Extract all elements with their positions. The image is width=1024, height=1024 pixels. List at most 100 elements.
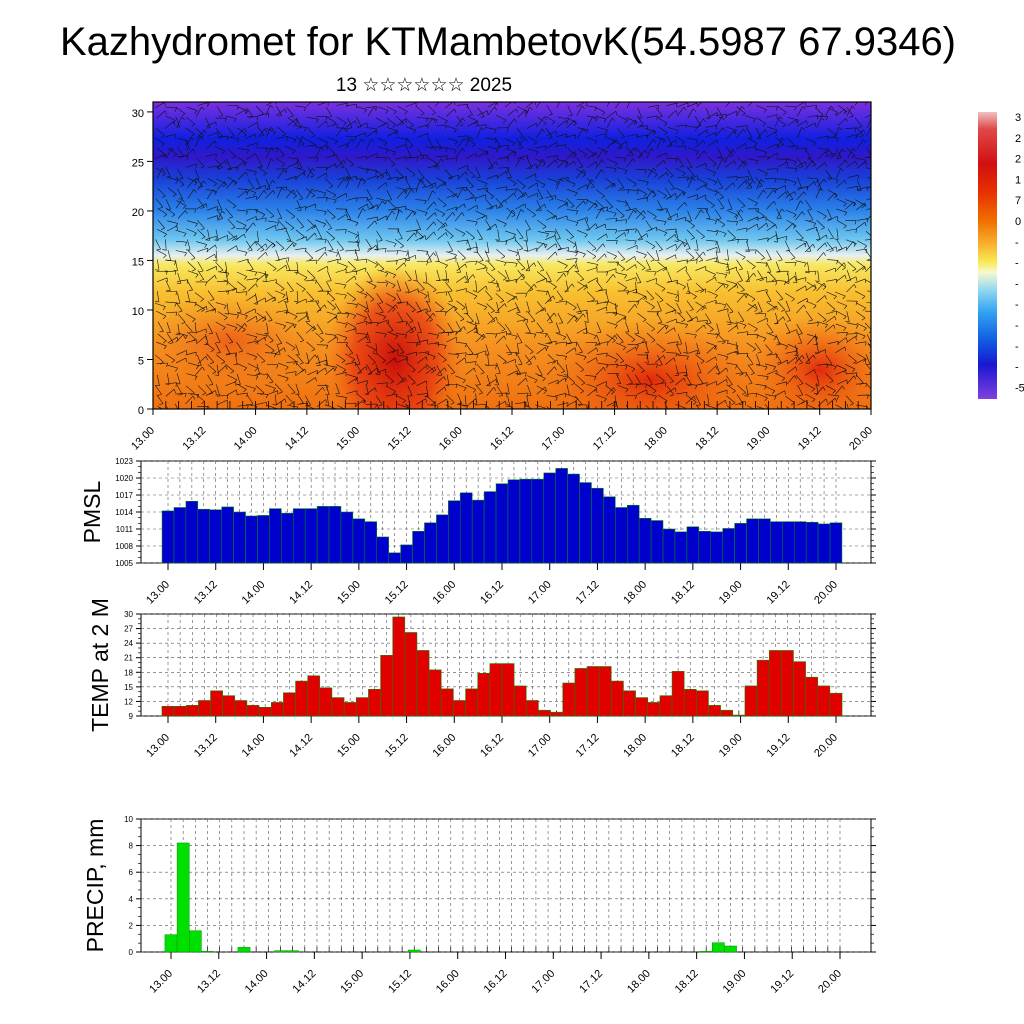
wind-barb-feather (523, 240, 528, 242)
wind-barb-staff (335, 293, 347, 296)
wind-barb-staff (306, 291, 315, 300)
precip-bar (591, 487, 604, 564)
wind-barb-feather (629, 154, 634, 157)
wind-barb-feather (175, 311, 178, 316)
wind-barb-feather (573, 161, 576, 166)
wind-barb-feather (566, 202, 569, 207)
wind-barb-staff (855, 290, 866, 297)
wind-barb-staff (536, 278, 547, 283)
wind-barb-staff (356, 197, 368, 199)
wind-barb-feather (261, 360, 266, 364)
wind-barb-staff (215, 128, 223, 137)
wind-barb-feather (518, 364, 523, 366)
wind-barb-feather (685, 324, 688, 329)
precip-bar (460, 492, 473, 564)
wind-barb-feather (844, 346, 847, 351)
wind-barb-staff (175, 107, 186, 114)
wind-barb-feather (250, 187, 255, 190)
wind-barb-staff (207, 364, 217, 372)
wind-barb-feather (726, 264, 729, 269)
wind-barb-feather (157, 394, 162, 396)
wind-barb-staff (805, 300, 817, 306)
wind-barb-feather (224, 160, 227, 165)
wind-barb-staff (207, 301, 216, 310)
wind-barb-staff (447, 290, 453, 302)
wind-barb-feather (272, 190, 276, 195)
precip-bar (768, 650, 782, 717)
wind-barb-feather (200, 166, 205, 169)
wind-barb-feather (255, 375, 259, 380)
wind-barb-feather (324, 239, 327, 244)
wind-barb-staff (256, 393, 268, 395)
wind-barb-feather (715, 365, 718, 370)
wind-barb-staff (296, 117, 302, 128)
wind-barb-feather (736, 325, 739, 330)
wind-barb-staff (255, 297, 266, 304)
wind-barb-staff (576, 375, 586, 384)
wind-barb-staff (294, 172, 305, 179)
wind-barb-staff (356, 332, 368, 335)
wind-barb-feather (739, 320, 744, 323)
wind-barb-feather (184, 393, 187, 398)
wind-barb-staff (396, 187, 408, 191)
wind-barb-staff (795, 271, 798, 283)
wind-barb-feather (433, 312, 436, 317)
wind-barb-staff (387, 208, 399, 211)
wind-barb-feather (712, 274, 716, 278)
wind-barb-staff (317, 137, 328, 143)
wind-barb-staff (686, 229, 695, 239)
wind-barb-feather (379, 311, 384, 314)
wind-barb-staff (366, 175, 378, 180)
wind-barb-staff (336, 321, 348, 325)
wind-barb-feather (280, 155, 285, 158)
x-tick-label: 14.12 (287, 579, 315, 607)
wind-barb-staff (766, 189, 774, 199)
wind-barb-feather (205, 281, 208, 286)
wind-barb-feather (303, 107, 307, 112)
wind-barb-feather (566, 119, 569, 123)
wind-barb-staff (266, 127, 272, 138)
wind-barb-feather (433, 221, 437, 226)
wind-barb-feather (296, 361, 298, 366)
wind-barb-feather (661, 349, 666, 353)
precip-bar (513, 685, 527, 717)
wind-barb-feather (556, 142, 558, 147)
wind-barb-staff (536, 241, 548, 246)
wind-barb-staff (237, 281, 247, 289)
wind-barb-feather (354, 275, 357, 280)
wind-barb-staff (226, 303, 229, 315)
wind-barb-staff (737, 160, 746, 170)
wind-barb-feather (272, 403, 277, 406)
precip-bar (817, 523, 831, 564)
wind-barb-feather (444, 265, 448, 269)
wind-barb-staff (615, 261, 625, 270)
wind-barb-staff (466, 219, 478, 223)
wind-barb-feather (518, 342, 523, 344)
wind-barb-feather (342, 369, 347, 373)
wind-barb-feather (602, 243, 606, 248)
wind-barb-feather (796, 145, 798, 150)
wind-barb-feather (332, 307, 336, 311)
wind-barb-feather (455, 384, 458, 389)
wind-barb-feather (613, 255, 617, 260)
wind-barb-staff (246, 107, 254, 118)
wind-barb-feather (345, 342, 348, 347)
wind-barb-staff (175, 301, 183, 312)
wind-barb-staff (407, 385, 413, 396)
wind-barb-feather (342, 127, 346, 131)
wind-barb-staff (766, 332, 777, 338)
wind-barb-staff (745, 292, 756, 300)
wind-barb-staff (237, 156, 248, 164)
wind-barb-feather (424, 235, 427, 240)
y-tick-label: 1008 (115, 542, 133, 551)
wind-barb-staff (715, 127, 724, 137)
wind-barb-feather (332, 122, 337, 126)
wind-barb-staff (546, 243, 556, 251)
wind-barb-feather (285, 168, 288, 173)
wind-barb-staff (236, 323, 246, 330)
precip-bar (328, 506, 342, 564)
wind-barb-staff (535, 102, 541, 108)
wind-barb-feather (800, 200, 804, 204)
wind-barb-feather (863, 327, 867, 332)
wind-barb-feather (803, 304, 807, 309)
